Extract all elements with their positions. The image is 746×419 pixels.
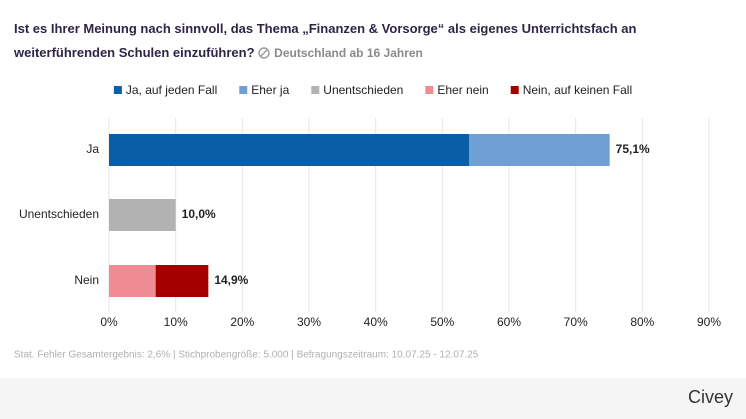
x-tick-label: 60%: [497, 315, 521, 329]
legend-label: Nein, auf keinen Fall: [523, 83, 632, 97]
x-tick-label: 10%: [164, 315, 188, 329]
subtitle: Deutschland ab 16 Jahren: [274, 46, 423, 60]
x-tick-label: 30%: [297, 315, 321, 329]
icon: [258, 47, 270, 59]
y-tick-label: Nein: [74, 273, 99, 287]
y-tick-label: Ja: [86, 142, 99, 156]
legend-swatch: [113, 86, 122, 94]
x-tick-label: 80%: [630, 315, 654, 329]
bar-segment: [109, 265, 156, 297]
x-tick-label: 50%: [430, 315, 454, 329]
legend-label: Eher ja: [251, 83, 289, 97]
legend-swatch: [239, 86, 248, 94]
total-label: 75,1%: [616, 142, 650, 156]
legend-swatch: [425, 86, 434, 94]
legend-label: Eher nein: [437, 83, 488, 97]
bar-segment: [155, 265, 209, 297]
legend-label: Unentschieden: [323, 83, 403, 97]
header: Ist es Ihrer Meinung nach sinnvoll, das …: [14, 17, 729, 65]
legend-swatch: [510, 86, 519, 94]
chart-title: Ist es Ihrer Meinung nach sinnvoll, das …: [14, 21, 637, 60]
note: Stat. Fehler Gesamtergebnis: 2,6% | Stic…: [14, 350, 479, 361]
x-tick-label: 70%: [564, 315, 588, 329]
legend-swatch: [311, 86, 320, 94]
bar-segment: [109, 199, 176, 231]
footer-band: [0, 378, 746, 419]
brand: Civey: [688, 387, 733, 407]
x-tick-label: 0%: [100, 315, 118, 329]
x-tick-label: 20%: [230, 315, 254, 329]
total-label: 14,9%: [214, 273, 248, 287]
y-tick-label: Unentschieden: [19, 207, 99, 221]
x-tick-label: 90%: [697, 315, 721, 329]
total-label: 10,0%: [182, 207, 216, 221]
legend-label: Ja, auf jeden Fall: [126, 83, 217, 97]
bar-segment: [109, 134, 469, 166]
bar-segment: [469, 134, 610, 166]
x-tick-label: 40%: [364, 315, 388, 329]
